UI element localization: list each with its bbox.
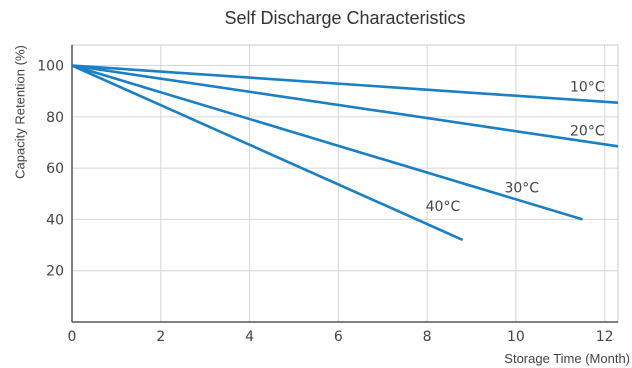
y-tick: 40: [46, 212, 64, 228]
x-tick: 2: [156, 329, 165, 345]
series-label: 20°C: [570, 123, 605, 139]
x-axis-label: Storage Time (Month): [504, 351, 630, 366]
series-line: [71, 64, 583, 221]
series-label: 10°C: [570, 80, 605, 96]
x-tick: 6: [334, 329, 343, 345]
series-line: [71, 64, 619, 148]
y-tick-label: 20: [46, 264, 64, 280]
series-line: [71, 64, 619, 105]
y-tick-label: 100: [37, 59, 64, 75]
grid: [72, 45, 618, 322]
chart-title: Self Discharge Characteristics: [224, 8, 466, 28]
y-tick: 80: [46, 110, 64, 126]
x-tick-label: 0: [68, 329, 77, 345]
x-tick: 12: [596, 329, 614, 345]
axes: 0 2 4 6 8 10 12 20 40 60 80 100: [37, 44, 619, 345]
y-tick: 100: [37, 59, 64, 75]
x-tick: 10: [507, 329, 525, 345]
x-tick: 8: [423, 329, 432, 345]
x-tick-label: 6: [334, 329, 343, 345]
y-tick: 60: [46, 161, 64, 177]
x-tick-label: 8: [423, 329, 432, 345]
x-tick-label: 2: [156, 329, 165, 345]
x-tick-label: 12: [596, 329, 614, 345]
y-tick-label: 60: [46, 161, 64, 177]
series-group: [71, 64, 619, 242]
x-tick-label: 4: [245, 329, 254, 345]
y-tick-label: 80: [46, 110, 64, 126]
y-tick: 20: [46, 264, 64, 280]
series-label: 40°C: [426, 199, 461, 215]
series-label: 30°C: [504, 180, 539, 196]
series-line: [71, 64, 464, 242]
x-tick: 0: [68, 329, 77, 345]
series-labels: 10°C 20°C 30°C 40°C: [426, 80, 605, 215]
y-tick-label: 40: [46, 212, 64, 228]
x-tick: 4: [245, 329, 254, 345]
x-tick-label: 10: [507, 329, 525, 345]
